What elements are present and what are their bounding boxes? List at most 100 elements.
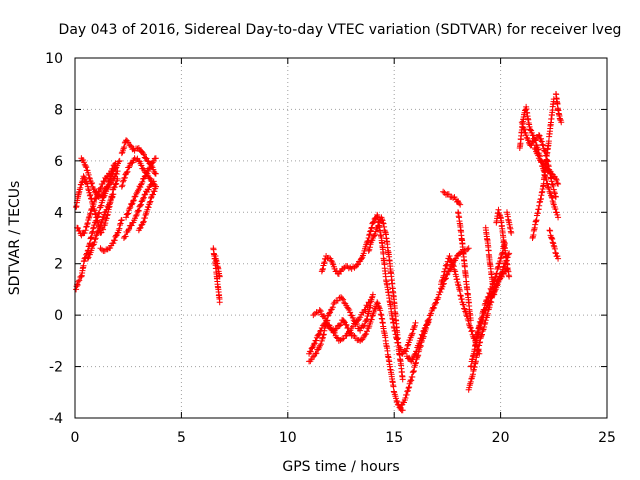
data-point	[141, 214, 148, 221]
data-point	[374, 299, 381, 306]
data-point	[311, 341, 318, 348]
x-tick-label: 20	[492, 430, 510, 446]
data-point	[405, 385, 412, 392]
data-point	[554, 180, 561, 187]
data-point	[89, 245, 96, 252]
data-point	[123, 211, 130, 218]
data-point	[75, 278, 82, 285]
data-point	[442, 265, 449, 272]
data-point	[93, 214, 100, 221]
data-point	[411, 324, 418, 331]
data-point	[374, 223, 381, 230]
data-point	[467, 324, 474, 331]
y-axis-label: SDTVAR / TECUs	[7, 181, 23, 296]
data-point	[329, 304, 336, 311]
data-point	[114, 175, 121, 182]
data-point	[85, 171, 92, 178]
data-point	[100, 226, 107, 233]
data-point	[373, 226, 380, 233]
data-point	[445, 191, 452, 198]
data-point	[328, 326, 335, 333]
data-point	[533, 149, 540, 156]
data-point	[92, 236, 99, 243]
data-point	[83, 224, 90, 231]
data-point	[136, 225, 143, 232]
data-point	[86, 174, 93, 181]
data-point	[499, 250, 506, 257]
data-point	[444, 261, 451, 268]
data-point	[351, 320, 358, 327]
data-point	[100, 189, 107, 196]
data-point	[319, 266, 326, 273]
data-point	[467, 317, 474, 324]
data-point	[520, 125, 527, 132]
data-point	[467, 325, 474, 331]
data-point	[148, 194, 154, 201]
data-point	[499, 269, 506, 276]
data-point	[363, 328, 370, 335]
data-point	[494, 277, 501, 284]
data-point	[433, 299, 440, 306]
data-point	[320, 260, 327, 267]
data-point	[100, 214, 107, 221]
data-point	[96, 225, 103, 232]
x-tick-label: 10	[279, 430, 297, 446]
data-point	[496, 260, 503, 267]
data-point	[319, 265, 326, 272]
data-point	[380, 220, 387, 227]
data-point	[501, 263, 508, 270]
data-point	[397, 404, 404, 411]
data-point	[307, 348, 314, 355]
data-point	[546, 185, 553, 192]
x-tick-labels: 0 5 10 15 20 25	[71, 430, 616, 446]
data-point	[88, 207, 95, 214]
data-point	[146, 165, 153, 172]
data-point	[369, 291, 376, 298]
data-point	[309, 344, 316, 351]
data-point	[553, 177, 560, 184]
data-point	[340, 296, 347, 303]
data-point	[132, 213, 139, 220]
data-point	[92, 211, 99, 218]
data-point	[133, 211, 140, 218]
data-point	[497, 258, 504, 265]
data-point	[469, 327, 476, 334]
data-point	[326, 322, 333, 329]
data-point	[116, 157, 123, 164]
data-point	[150, 178, 157, 185]
data-point	[117, 220, 124, 227]
data-point	[104, 183, 111, 190]
data-point	[345, 265, 352, 272]
data-point	[97, 184, 104, 191]
data-point	[94, 229, 101, 236]
x-axis-label: GPS time / hours	[282, 459, 399, 475]
data-point	[352, 321, 359, 328]
data-point	[321, 259, 328, 266]
data-point	[326, 310, 333, 317]
data-point	[457, 201, 464, 208]
data-point	[145, 167, 152, 174]
y-tick-labels: -4 -2 0 2 4 6 8 10	[45, 51, 63, 427]
data-point	[113, 180, 120, 187]
data-point	[362, 306, 369, 313]
data-point	[128, 200, 135, 207]
data-point	[358, 255, 365, 262]
data-point	[409, 356, 416, 363]
data-point	[353, 261, 360, 268]
data-point	[109, 193, 116, 200]
data-point	[450, 262, 457, 269]
data-point	[113, 232, 120, 239]
data-point	[468, 328, 475, 335]
data-point	[123, 214, 130, 221]
data-point	[111, 184, 118, 191]
data-point	[468, 375, 475, 382]
data-point	[496, 211, 503, 218]
data-point	[552, 193, 559, 200]
data-point	[365, 238, 372, 245]
data-point	[128, 222, 135, 229]
data-point	[140, 151, 147, 158]
y-tick-label: 2	[54, 257, 63, 273]
data-point	[89, 242, 96, 249]
data-point	[366, 299, 373, 306]
data-point	[152, 183, 159, 190]
